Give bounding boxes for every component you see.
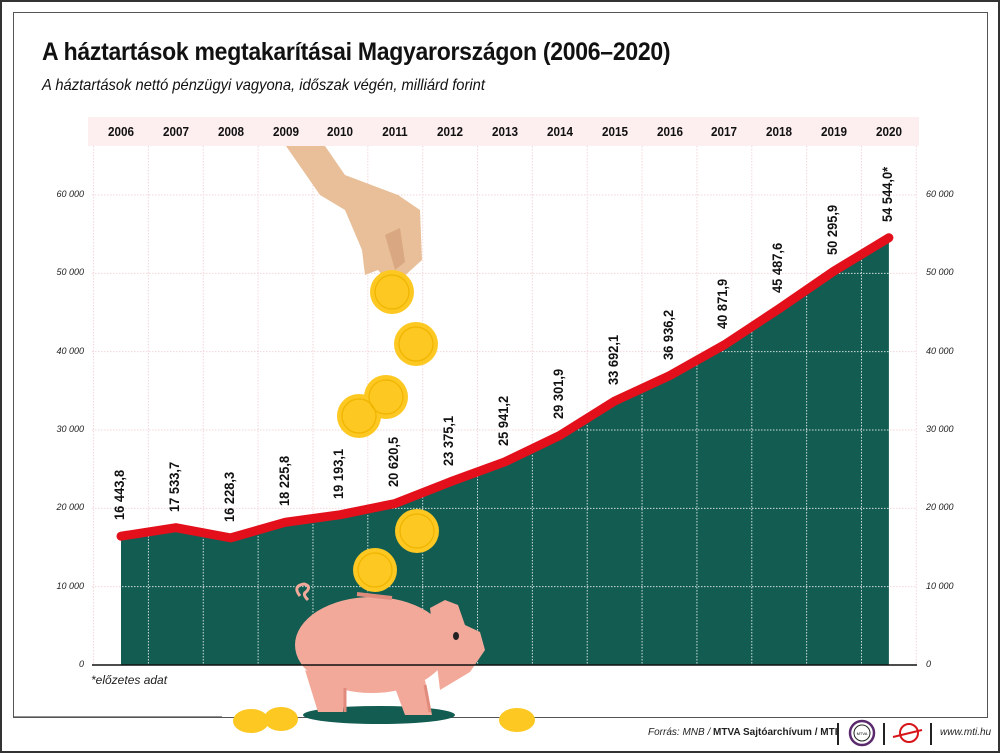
footnote: *előzetes adat [91, 673, 168, 687]
data-label: 23 375,1 [440, 415, 457, 466]
source-prefix: Forrás: MNB / [648, 727, 714, 738]
svg-text:MTVA: MTVA [857, 731, 868, 736]
y-tick-right: 50 000 [926, 267, 954, 278]
chart-subtitle: A háztartások nettó pénzügyi vagyona, id… [42, 77, 485, 94]
data-label: 45 487,6 [769, 242, 786, 293]
mtva-logo: MTVA [848, 719, 876, 747]
year-label: 2020 [875, 124, 902, 139]
data-label: 18 225,8 [275, 456, 292, 507]
mti-logo [892, 723, 923, 743]
year-label: 2014 [546, 124, 573, 139]
year-label: 2016 [656, 124, 683, 139]
year-label: 2017 [711, 124, 738, 139]
year-label: 2013 [491, 124, 518, 139]
y-tick-right: 10 000 [926, 580, 954, 591]
y-tick-left: 30 000 [56, 424, 84, 434]
year-label: 2009 [272, 124, 299, 139]
data-label: 54 544,0* [878, 166, 895, 222]
data-label: 20 620,5 [385, 437, 402, 488]
year-band [88, 117, 919, 146]
website-link[interactable]: www.mti.hu [940, 727, 992, 738]
y-tick-left: 0 [78, 659, 84, 669]
y-tick-left: 10 000 [56, 580, 84, 591]
y-tick-right: 30 000 [926, 424, 954, 434]
data-label: 17 533,7 [165, 461, 182, 512]
data-label: 16 443,8 [111, 470, 127, 521]
y-tick-right: 0 [926, 659, 932, 669]
data-label: 16 228,3 [220, 471, 237, 522]
year-label: 2007 [162, 124, 189, 139]
y-tick-right: 40 000 [926, 345, 954, 356]
y-tick-left: 60 000 [56, 189, 84, 199]
source-credit: Forrás: MNB / MTVA Sajtóarchívum / MTI [648, 727, 837, 738]
data-label: 50 295,9 [824, 204, 841, 255]
year-label: 2012 [437, 124, 464, 139]
coins-illustration [233, 270, 535, 733]
chart-title: A háztartások megtakarításai Magyarorszá… [42, 38, 671, 66]
y-tick-right: 60 000 [926, 189, 954, 199]
footer-separator [930, 723, 932, 745]
y-tick-left: 40 000 [56, 345, 84, 356]
year-label: 2015 [601, 124, 628, 139]
data-label: 25 941,2 [494, 395, 511, 446]
data-label: 19 193,1 [330, 448, 347, 499]
data-label: 33 692,1 [604, 334, 621, 386]
y-tick-left: 50 000 [56, 267, 84, 278]
data-label: 36 936,2 [659, 309, 676, 360]
piggy-bank-illustration [295, 582, 485, 715]
year-label: 2011 [382, 124, 408, 139]
year-label: 2019 [821, 124, 848, 139]
y-tick-right: 20 000 [926, 502, 954, 513]
year-label: 2010 [327, 124, 354, 139]
trend-line [116, 233, 894, 543]
footer-separator [883, 723, 885, 745]
footer-separator [837, 723, 839, 745]
coin-rims [341, 274, 435, 588]
year-label: 2018 [766, 124, 793, 139]
area-fill [121, 237, 889, 666]
year-label: 2006 [107, 124, 135, 139]
hand-illustration [286, 146, 422, 293]
year-label: 2008 [217, 124, 244, 139]
y-tick-left: 20 000 [56, 502, 84, 513]
data-label: 40 871,9 [714, 278, 731, 329]
data-label: 29 301,9 [549, 369, 566, 420]
source-bold: MTVA Sajtóarchívum / MTI [713, 727, 838, 738]
